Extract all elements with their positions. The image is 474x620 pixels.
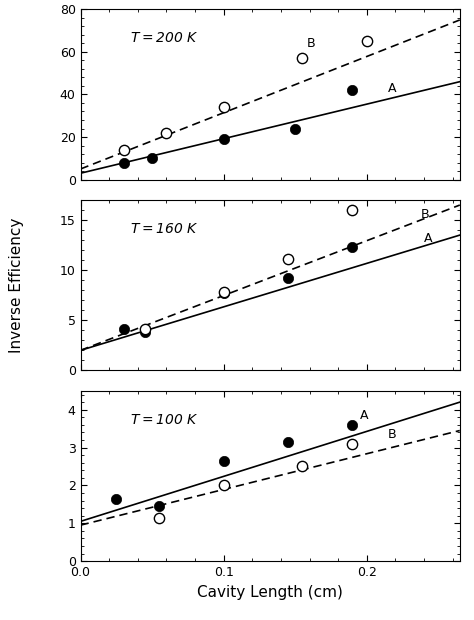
Point	[120, 145, 128, 155]
Point	[284, 437, 292, 447]
Point	[220, 288, 228, 298]
Point	[299, 461, 306, 471]
Point	[141, 324, 149, 334]
Point	[363, 37, 371, 46]
Point	[220, 287, 228, 297]
Point	[220, 102, 228, 112]
Point	[349, 85, 356, 95]
Point	[292, 123, 299, 133]
Text: B: B	[307, 37, 315, 50]
X-axis label: Cavity Length (cm): Cavity Length (cm)	[197, 585, 343, 600]
Text: $T = $160 K: $T = $160 K	[130, 222, 198, 236]
Text: $T = $200 K: $T = $200 K	[130, 32, 198, 45]
Text: A: A	[424, 232, 432, 245]
Point	[148, 153, 156, 163]
Point	[220, 456, 228, 466]
Point	[284, 254, 292, 264]
Text: B: B	[421, 208, 430, 221]
Point	[112, 494, 120, 503]
Text: Inverse Efficiency: Inverse Efficiency	[9, 218, 24, 353]
Point	[163, 128, 170, 138]
Point	[120, 157, 128, 167]
Point	[120, 324, 128, 334]
Point	[349, 205, 356, 215]
Point	[155, 513, 163, 523]
Point	[141, 327, 149, 337]
Point	[220, 480, 228, 490]
Text: B: B	[388, 428, 397, 441]
Point	[349, 242, 356, 252]
Point	[349, 439, 356, 449]
Point	[220, 134, 228, 144]
Text: A: A	[388, 82, 397, 95]
Point	[284, 273, 292, 283]
Text: $T = $100 K: $T = $100 K	[130, 413, 198, 427]
Point	[155, 501, 163, 511]
Text: A: A	[360, 409, 368, 422]
Point	[349, 420, 356, 430]
Point	[299, 53, 306, 63]
